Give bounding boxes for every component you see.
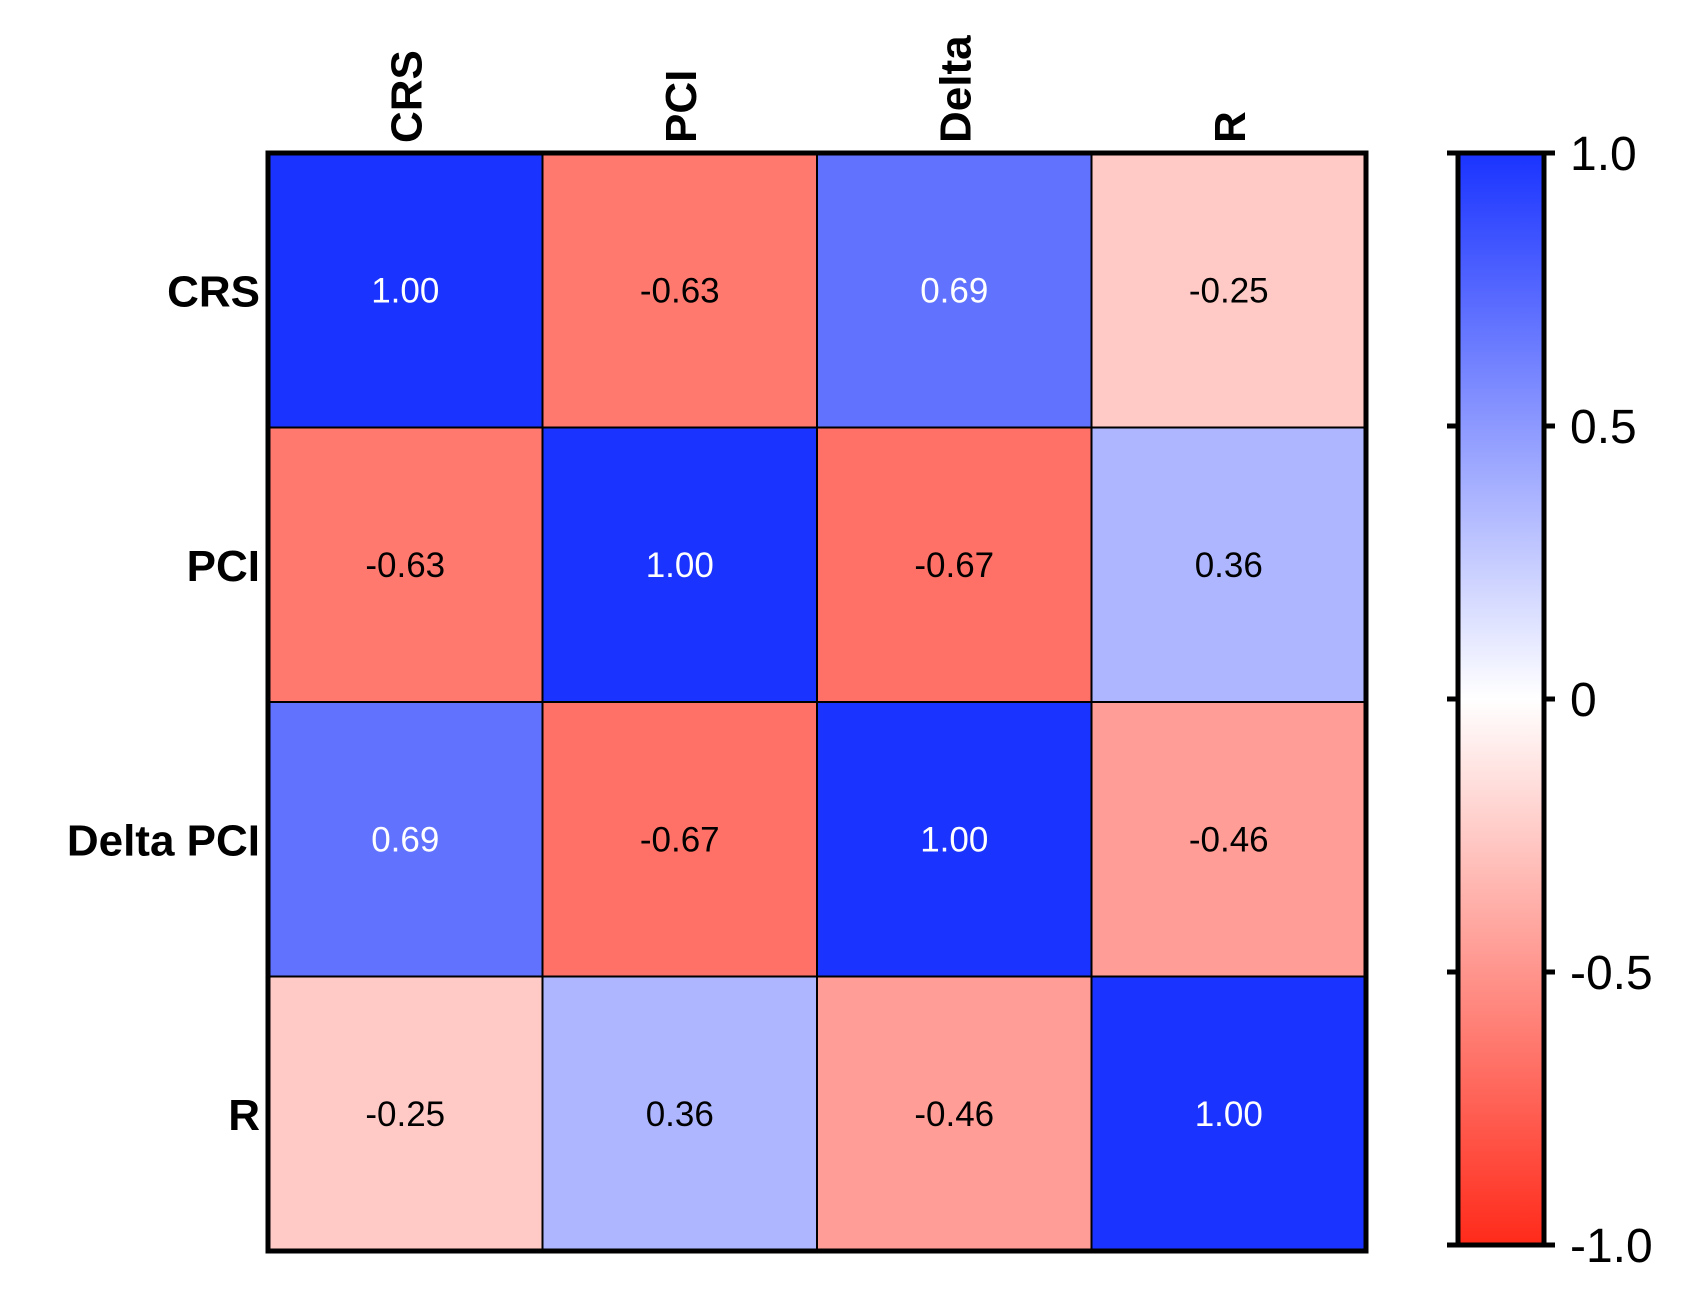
heatmap-cell [541, 975, 818, 1252]
cell-value-label: 1.00 [646, 546, 714, 585]
row-labels: CRS PCI Delta PCI R [67, 267, 260, 1140]
colorbar-tick-label: 0.5 [1570, 401, 1637, 454]
heatmap-cell [1090, 426, 1367, 703]
column-labels: CRS PCI Delta R [382, 35, 1255, 143]
column-label: PCI [657, 70, 706, 143]
heatmap-cells: 1.00 -0.63 0.69 -0.25 -0.63 1.00 -0.67 0.36 0.69… [267, 152, 1367, 1252]
heatmap-cell [1090, 701, 1367, 978]
cell-value-label: 1.00 [920, 820, 988, 859]
row-label: R [228, 1091, 260, 1140]
cell-value-label: -0.63 [640, 271, 720, 310]
row-label: PCI [187, 542, 260, 591]
colorbar-tick-label: 0 [1570, 674, 1597, 727]
colorbar-tick-label: 1.0 [1570, 128, 1637, 181]
colorbar-tick-label: -1.0 [1570, 1220, 1653, 1273]
colorbar-ticks: 1.0 0.5 0 -0.5 -1.0 [1447, 128, 1653, 1273]
heatmap-cell [541, 701, 818, 978]
heatmap-cell [267, 975, 544, 1252]
cell-value-label: 1.00 [371, 271, 439, 310]
heatmap-cell [1090, 152, 1367, 429]
column-label: R [1206, 111, 1255, 143]
heatmap-cell [267, 152, 544, 429]
heatmap-cell [541, 152, 818, 429]
cell-value-label: 0.36 [1195, 546, 1263, 585]
colorbar [1455, 150, 1547, 1248]
row-label: CRS [167, 267, 260, 316]
heatmap-cell [541, 426, 818, 703]
cell-value-label: -0.63 [365, 546, 445, 585]
cell-value-label: -0.67 [640, 820, 720, 859]
cell-value-label: 0.69 [371, 820, 439, 859]
cell-value-label: -0.46 [914, 1095, 994, 1134]
cell-value-label: -0.25 [1189, 271, 1269, 310]
colorbar-tick-label: -0.5 [1570, 947, 1653, 1000]
row-label: Delta PCI [67, 816, 260, 865]
cell-value-label: 0.69 [920, 271, 988, 310]
cell-value-label: -0.46 [1189, 820, 1269, 859]
heatmap-cell [1090, 975, 1367, 1252]
heatmap-cell [267, 426, 544, 703]
column-label: CRS [382, 50, 431, 143]
cell-value-label: 0.36 [646, 1095, 714, 1134]
matrix-frame [265, 150, 1369, 1254]
cell-value-label: -0.67 [914, 546, 994, 585]
cell-value-label: 1.00 [1195, 1095, 1263, 1134]
cell-value-label: -0.25 [365, 1095, 445, 1134]
column-label: Delta [931, 35, 980, 143]
heatmap-cell [816, 975, 1093, 1252]
